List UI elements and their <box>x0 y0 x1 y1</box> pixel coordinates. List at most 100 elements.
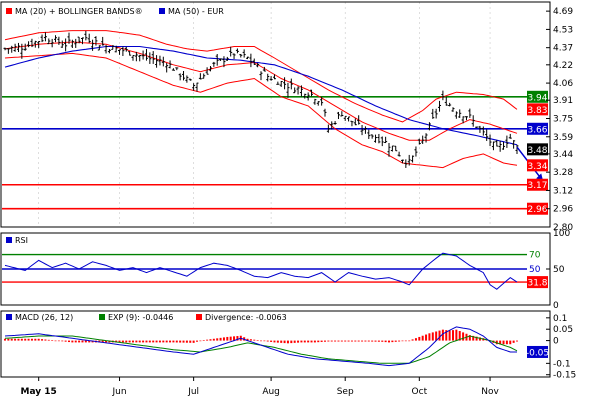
divergence-bar <box>101 340 104 343</box>
divergence-bar <box>340 340 343 342</box>
divergence-bar <box>249 339 252 341</box>
divergence-bar <box>303 340 306 343</box>
macd-frame <box>0 310 551 378</box>
price-bar <box>47 38 51 45</box>
divergence-bar <box>475 336 478 341</box>
price-bar <box>168 60 172 69</box>
price-bar <box>286 82 290 98</box>
legend-exp-swatch <box>99 314 105 320</box>
price-bar <box>114 45 118 53</box>
price-bar <box>313 98 317 105</box>
price-bar <box>225 56 229 61</box>
price-bar <box>64 38 68 52</box>
divergence-bar <box>270 340 273 342</box>
x-tick-label: Jun <box>111 387 126 397</box>
price-bar <box>185 75 189 83</box>
divergence-bar <box>448 330 451 341</box>
macd-panel: 0.10.05 0 -0.1 -0.15 -0.05 MACD (26, 12) EXP (… <box>4 313 576 381</box>
divergence-bar <box>142 340 145 343</box>
macd-value-label: -0.05 <box>526 345 549 358</box>
divergence-bar <box>192 340 195 343</box>
rsi-line <box>4 252 518 290</box>
price-bar <box>101 36 105 46</box>
price-bar <box>384 136 388 144</box>
price-bar <box>262 66 266 72</box>
divergence-bar <box>499 340 502 345</box>
divergence-bar <box>222 337 225 341</box>
divergence-bar <box>263 340 266 342</box>
divergence-bar <box>71 340 74 343</box>
bollinger-lower-line <box>4 52 518 169</box>
divergence-bar <box>344 340 347 342</box>
macd-axis-tick-label: -0.15 <box>553 371 576 381</box>
price-bar <box>158 55 162 66</box>
level-label-2: 3.17 <box>527 178 548 191</box>
divergence-bar <box>172 340 175 343</box>
price-bar <box>279 81 283 87</box>
value-label-0-text: 3.83 <box>527 106 547 116</box>
price-axis-tick-label: 4.53 <box>553 25 573 35</box>
divergence-bar <box>132 340 134 343</box>
price-bar <box>272 74 276 80</box>
price-bar <box>478 125 482 133</box>
price-bar <box>448 102 452 107</box>
price-axis-tick-label: 4.22 <box>553 61 573 71</box>
divergence-bar <box>138 340 141 343</box>
legend-rsi-label: RSI <box>15 236 28 245</box>
divergence-bar <box>381 340 384 342</box>
x-tick-label: Jul <box>187 387 199 397</box>
price-bar <box>434 108 438 119</box>
price-axis-tick-label: 4.69 <box>553 7 573 17</box>
price-bar <box>505 135 509 148</box>
divergence-bar <box>266 340 269 342</box>
divergence-bar <box>260 340 262 342</box>
price-bar <box>235 48 239 54</box>
divergence-bar <box>371 340 374 342</box>
price-bar <box>380 136 384 147</box>
divergence-bar <box>516 340 518 342</box>
price-bar <box>222 56 226 68</box>
price-bar <box>54 35 58 43</box>
legend-ma50: MA (50) - EUR <box>159 7 224 16</box>
price-bar <box>303 93 307 99</box>
rsi-axis-tick-label: 100 <box>553 229 570 239</box>
price-bar <box>458 109 462 118</box>
price-bar <box>461 116 465 124</box>
macd-line <box>4 326 517 367</box>
divergence-bar <box>233 336 236 341</box>
price-bar <box>80 37 84 45</box>
divergence-bar <box>229 336 232 341</box>
divergence-bar <box>30 338 33 341</box>
price-bar <box>512 140 516 149</box>
divergence-bar <box>135 340 138 343</box>
price-bar <box>471 115 475 127</box>
legend-divergence-label: Divergence: -0.0063 <box>205 313 287 322</box>
price-bar <box>128 51 132 56</box>
price-bar <box>498 140 502 152</box>
price-panel: 3.94 3.66 3.17 2.96 3.83 3.48 3.34 4.69 4.53 4.37… <box>2 7 573 233</box>
price-bar <box>451 107 455 112</box>
price-bar <box>502 141 506 150</box>
price-bar <box>468 108 472 118</box>
rsi-axis-tick-label: 50 <box>553 265 565 275</box>
divergence-bar <box>162 340 165 343</box>
price-axis-tick-label: 3.28 <box>553 168 573 178</box>
price-bar <box>84 30 88 41</box>
divergence-bar <box>509 340 512 345</box>
price-bar <box>340 111 344 117</box>
divergence-bar <box>404 340 407 342</box>
legend-ma50-swatch <box>159 8 165 14</box>
divergence-bar <box>182 340 185 343</box>
value-label-2: 3.34 <box>527 159 548 172</box>
legend-divergence-swatch <box>196 314 202 320</box>
macd-axis-tick-label: 0.1 <box>553 314 567 324</box>
price-axis-tick-label: 4.37 <box>553 44 573 54</box>
price-bar <box>3 47 7 51</box>
price-bar <box>249 53 253 68</box>
divergence-bar <box>455 329 458 341</box>
level-label-0-box <box>527 90 548 103</box>
divergence-bar <box>41 339 44 341</box>
price-bar <box>320 97 324 106</box>
price-bar <box>50 38 54 48</box>
divergence-bar <box>175 340 178 343</box>
